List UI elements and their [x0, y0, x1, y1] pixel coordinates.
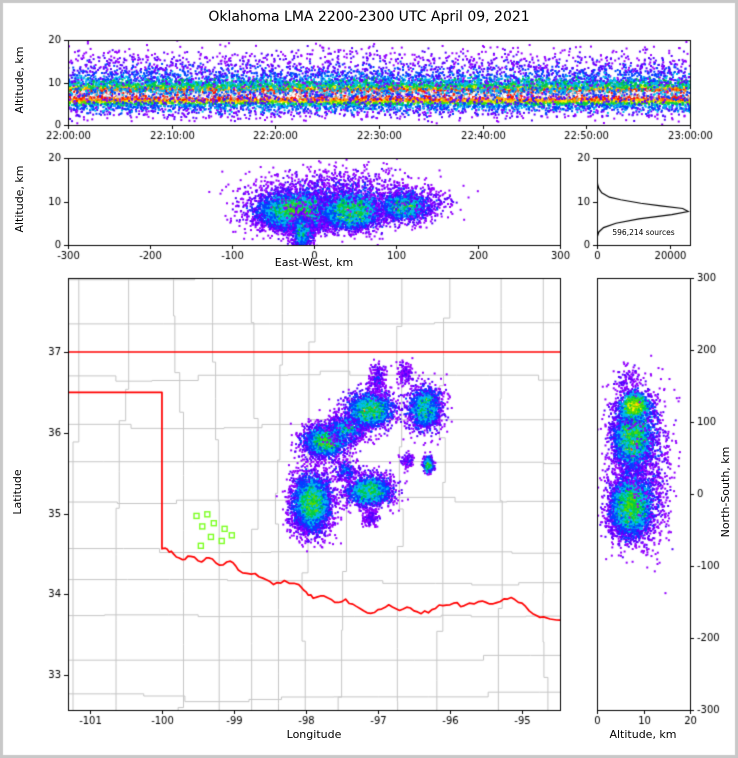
north-south-ylabel: North-South, km: [719, 446, 732, 538]
east-west-xlabel: East-West, km: [274, 256, 354, 269]
north-south-xlabel: Altitude, km: [609, 728, 677, 741]
east-west-ylabel: Altitude, km: [13, 165, 26, 233]
figure-title: Oklahoma LMA 2200-2300 UTC April 09, 202…: [208, 9, 530, 25]
time-height-ylabel: Altitude, km: [13, 46, 26, 114]
map-xlabel: Longitude: [286, 728, 342, 741]
map-ylabel: Latitude: [11, 469, 24, 515]
sources-count-annotation: 596,214 sources: [612, 228, 675, 237]
